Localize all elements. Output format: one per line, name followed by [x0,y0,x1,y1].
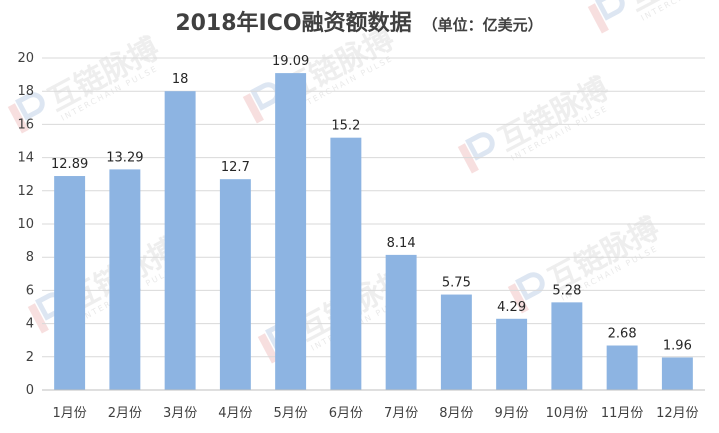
data-label: 1.96 [663,338,692,353]
bar [385,254,417,390]
bar-series [54,73,693,390]
bar [440,294,472,390]
bar [661,357,693,390]
data-label: 12.7 [221,160,250,175]
x-tick-label: 2月份 [108,406,142,421]
x-tick-label: 4月份 [218,406,252,421]
y-tick-label: 0 [26,383,34,398]
bar [164,91,196,390]
x-tick-label: 10月份 [546,406,589,421]
y-tick-label: 18 [17,84,34,99]
data-label: 8.14 [387,236,416,251]
ip-logo-icon [465,132,495,161]
data-label: 5.28 [552,283,581,298]
y-tick-label: 10 [17,217,34,232]
data-label: 12.89 [51,157,88,172]
y-tick-label: 12 [17,184,34,199]
y-tick-label: 16 [17,117,34,132]
chart-title: 2018年ICO融资额数据 [175,10,411,36]
bar [54,176,86,390]
y-tick-label: 6 [26,283,34,298]
x-tick-label: 6月份 [329,406,363,421]
data-label: 4.29 [497,300,526,315]
y-tick-label: 4 [26,317,34,332]
y-tick-label: 8 [26,250,34,265]
y-axis-ticks: 0 2 4 6 8 10 12 14 16 18 20 [17,51,34,398]
bar [219,179,251,390]
ip-logo-icon [587,3,609,34]
x-tick-label: 5月份 [273,406,307,421]
data-label: 2.68 [608,327,637,342]
y-tick-label: 2 [26,350,34,365]
gridlines [42,57,705,358]
data-label: 13.29 [106,150,143,165]
bar [275,73,307,390]
x-tick-label: 11月份 [601,406,644,421]
bar [330,137,362,390]
bar [496,318,528,390]
data-label: 5.75 [442,276,471,291]
x-tick-label: 9月份 [494,406,528,421]
bar [109,169,141,390]
bar [606,345,638,390]
bar [551,302,583,390]
ip-logo-icon [515,272,545,301]
ip-logo-icon [257,333,279,364]
data-label: 18 [172,72,189,87]
x-tick-label: 7月份 [384,406,418,421]
data-label: 19.09 [272,54,309,69]
x-tick-label: 1月份 [52,406,86,421]
x-axis-categories: 1月份 2月份 3月份 4月份 5月份 6月份 7月份 8月份 9月份 10月份 11月份 12月份 [52,406,698,421]
x-tick-label: 8月份 [439,406,473,421]
y-tick-label: 20 [17,51,34,66]
ip-logo-icon [457,143,479,174]
ip-logo-icon [595,0,625,21]
ip-logo-icon [7,103,29,134]
y-tick-label: 14 [17,151,34,166]
data-label: 15.2 [331,119,360,134]
ip-logo-icon [15,92,45,121]
x-tick-label: 3月份 [163,406,197,421]
chart-subtitle: （单位：亿美元） [423,16,543,34]
ip-logo-icon [27,303,49,334]
data-labels: 12.89 13.29 18 12.7 19.09 15.2 8.14 5.75 4.29 5.2… [51,54,692,353]
chart-title-group: 2018年ICO融资额数据 （单位：亿美元） [175,10,542,36]
ip-logo-icon [242,93,264,124]
x-tick-label: 12月份 [656,406,699,421]
